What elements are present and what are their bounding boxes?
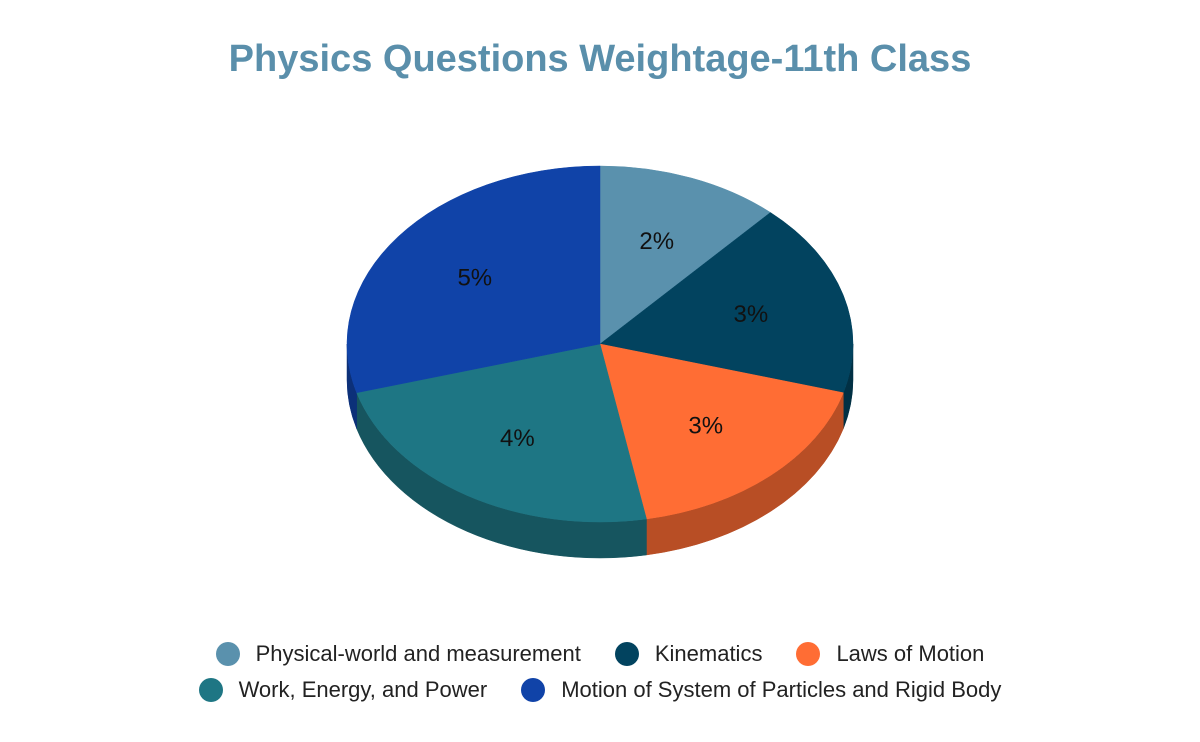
legend-label: Physical-world and measurement: [255, 641, 581, 666]
pie-tops: [346, 165, 854, 523]
legend-swatch: [521, 678, 546, 702]
pie-slice-motion-of-system-of-particles-and-rigid-body[interactable]: [346, 165, 601, 393]
legend-row: Work, Energy, and Power Motion of System …: [0, 672, 1200, 708]
legend: Physical-world and measurement Kinematics…: [0, 636, 1200, 708]
legend-label: Work, Energy, and Power: [238, 677, 488, 702]
slice-label-laws-of-motion: 3%: [688, 413, 723, 440]
legend-swatch: [198, 678, 223, 702]
legend-label: Motion of System of Particles and Rigid …: [561, 677, 1002, 702]
legend-item-work-energy-and-power[interactable]: Work, Energy, and Power: [198, 677, 488, 703]
pie-slice-work-energy-and-power[interactable]: [356, 343, 647, 523]
legend-item-kinematics[interactable]: Kinematics: [614, 641, 763, 667]
pie-slice-laws-of-motion[interactable]: [599, 343, 844, 520]
pie-labels: 2% 3% 3% 4% 5%: [457, 228, 768, 452]
legend-swatch: [796, 642, 821, 666]
pie-slice-kinematics[interactable]: [599, 212, 854, 393]
slice-label-motion-of-system-of-particles-and-rigid-body: 5%: [457, 265, 492, 292]
legend-item-physical-world-and-measurement[interactable]: Physical-world and measurement: [215, 641, 581, 667]
chart-title: Physics Questions Weightage-11th Class: [228, 38, 972, 80]
slice-label-physical-world-and-measurement: 2%: [639, 228, 674, 255]
legend-swatch: [215, 642, 240, 666]
legend-row: Physical-world and measurement Kinematics…: [0, 636, 1200, 672]
slice-label-work-energy-and-power: 4%: [500, 425, 535, 452]
legend-label: Laws of Motion: [836, 641, 985, 666]
legend-swatch: [614, 642, 639, 666]
slice-label-kinematics: 3%: [734, 301, 769, 328]
legend-item-laws-of-motion[interactable]: Laws of Motion: [796, 641, 984, 667]
legend-label: Kinematics: [654, 641, 763, 666]
pie-slice-physical-world-and-measurement[interactable]: [599, 165, 771, 345]
legend-item-motion-of-system-of-particles-and-rigid-body[interactable]: Motion of System of Particles and Rigid …: [521, 677, 1001, 703]
